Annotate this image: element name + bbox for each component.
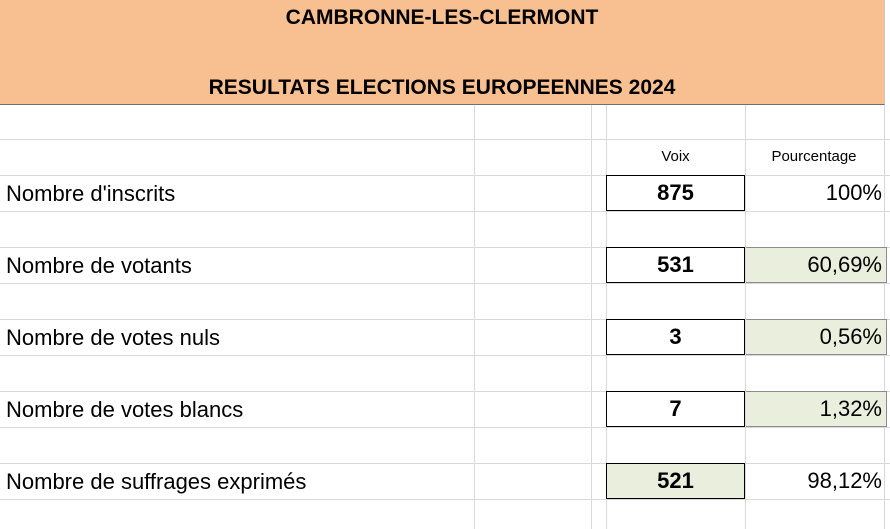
row-label-votants: Nombre de votants bbox=[6, 253, 192, 278]
grid-column-line bbox=[606, 104, 607, 529]
column-header-pourcentage: Pourcentage bbox=[771, 148, 857, 165]
column-header-voix: Voix bbox=[661, 148, 690, 165]
value-cell-exprimes[interactable]: 521 bbox=[606, 463, 745, 499]
row-label-blancs: Nombre de votes blancs bbox=[6, 397, 244, 422]
grid-column-line bbox=[591, 104, 592, 529]
grid-line bbox=[0, 463, 890, 464]
value-cell-inscrits[interactable]: 875 bbox=[606, 175, 745, 211]
percent-cell-blancs[interactable]: 1,32% bbox=[746, 391, 887, 427]
percent-cell-votants[interactable]: 60,69% bbox=[746, 247, 887, 283]
row-label-inscrits: Nombre d'inscrits bbox=[6, 181, 176, 206]
grid-column-line bbox=[745, 104, 746, 529]
grid-line bbox=[0, 391, 890, 392]
election-title: RESULTATS ELECTIONS EUROPEENNES 2024 bbox=[208, 76, 676, 99]
commune-name: CAMBRONNE-LES-CLERMONT bbox=[285, 6, 599, 29]
grid-column-line bbox=[474, 104, 475, 529]
grid-line bbox=[0, 175, 890, 176]
grid-line bbox=[0, 247, 890, 248]
grid-line bbox=[0, 283, 890, 284]
grid-line bbox=[0, 319, 890, 320]
percent-cell-exprimes[interactable]: 98,12% bbox=[807, 468, 882, 493]
grid-line bbox=[0, 139, 890, 140]
value-cell-blancs[interactable]: 7 bbox=[606, 391, 745, 427]
percent-cell-inscrits[interactable]: 100% bbox=[825, 180, 882, 205]
value-cell-nuls[interactable]: 3 bbox=[606, 319, 745, 355]
grid-line bbox=[0, 427, 890, 428]
grid-column-line bbox=[884, 104, 885, 529]
row-label-exprimes: Nombre de suffrages exprimés bbox=[6, 469, 307, 494]
grid-line bbox=[0, 499, 890, 500]
grid-line bbox=[0, 355, 890, 356]
row-label-nuls: Nombre de votes nuls bbox=[6, 325, 220, 350]
title-banner: CAMBRONNE-LES-CLERMONT RESULTATS ELECTIO… bbox=[0, 0, 885, 105]
percent-cell-nuls[interactable]: 0,56% bbox=[746, 319, 887, 355]
grid-line bbox=[0, 211, 890, 212]
value-cell-votants[interactable]: 531 bbox=[606, 247, 745, 283]
